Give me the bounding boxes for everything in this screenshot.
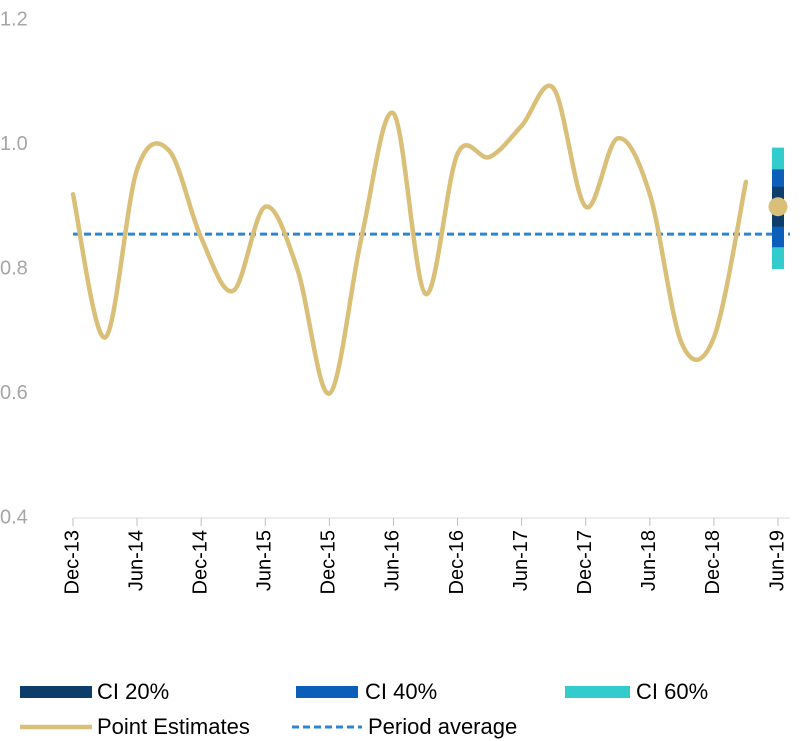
line-series	[70, 83, 749, 396]
x-tick-label: Jun-16	[382, 530, 404, 591]
legend-label: Point Estimates	[97, 714, 250, 739]
x-tick-label: Jun-17	[510, 530, 532, 591]
legend-swatch	[296, 686, 358, 698]
y-tick-label: 1.0	[0, 133, 28, 155]
x-tick-label: Jun-19	[766, 530, 788, 591]
x-tick-label: Jun-15	[254, 530, 276, 591]
point-estimate	[768, 197, 788, 217]
x-tick-label: Dec-18	[702, 530, 724, 594]
legend-label: CI 20%	[97, 679, 169, 704]
y-tick-label: 0.4	[0, 506, 28, 528]
legend-label: CI 40%	[365, 679, 437, 704]
y-tick-label: 1.2	[0, 8, 28, 30]
y-tick-label: 0.6	[0, 382, 28, 404]
y-tick-label: 0.8	[0, 257, 28, 279]
x-tick-label: Dec-13	[61, 530, 83, 594]
x-tick-label: Dec-16	[446, 530, 468, 594]
legend-swatch	[20, 686, 92, 698]
x-tick-label: Jun-18	[638, 530, 660, 591]
legend-label: CI 60%	[636, 679, 708, 704]
x-tick-label: Dec-17	[574, 530, 596, 594]
x-tick-label: Dec-15	[318, 530, 340, 594]
x-tick-label: Dec-14	[189, 530, 211, 594]
legend-swatch	[565, 686, 630, 698]
x-tick-label: Jun-14	[125, 530, 147, 591]
legend-label: Period average	[368, 714, 517, 739]
